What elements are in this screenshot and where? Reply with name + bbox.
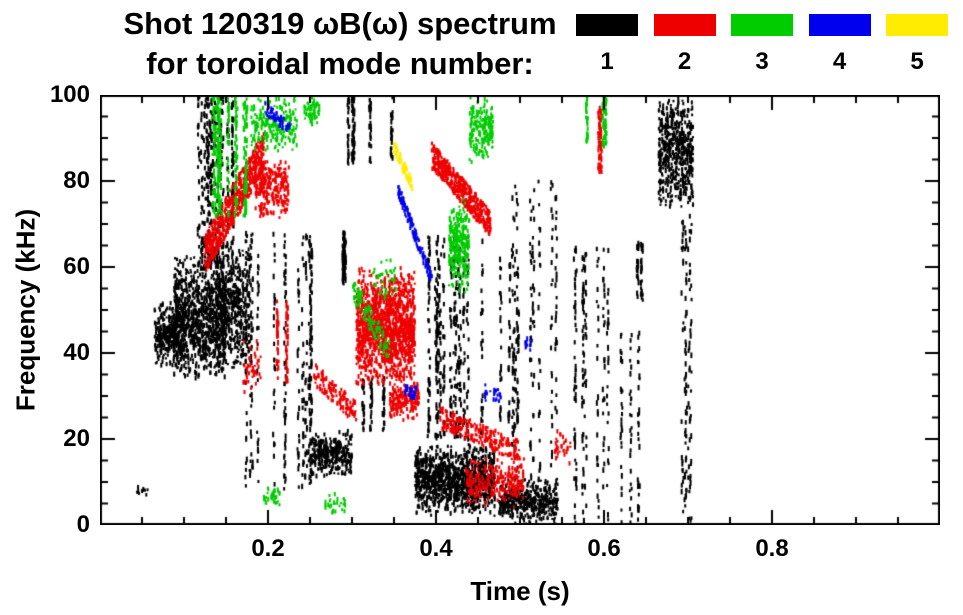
y-tick-label: 20 — [63, 425, 90, 452]
chart-title-block: Shot 120319 ωB(ω) spectrum for toroidal … — [50, 4, 630, 85]
chart-subtitle: for toroidal mode number: — [146, 46, 534, 82]
x-tick-label: 0.6 — [587, 535, 621, 562]
y-tick-label: 60 — [63, 253, 90, 280]
x-tick-label: 0.2 — [251, 535, 285, 562]
legend-swatch-mode-1 — [576, 14, 638, 36]
legend-label-mode-2: 2 — [677, 48, 692, 75]
legend-label-mode-5: 5 — [910, 48, 924, 75]
y-tick-label: 80 — [63, 167, 90, 194]
x-tick-label: 0.4 — [419, 535, 453, 562]
x-axis-label: Time (s) — [470, 576, 570, 606]
legend-swatch-mode-4 — [808, 14, 871, 36]
y-tick-label: 0 — [76, 511, 90, 538]
legend-swatch-mode-3 — [731, 14, 793, 36]
plot-area — [100, 95, 940, 525]
y-tick-label: 100 — [49, 81, 90, 108]
legend-label-mode-4: 4 — [832, 48, 847, 75]
legend-labels: 1 2 3 4 5 — [576, 48, 948, 76]
legend-label-mode-3: 3 — [755, 48, 769, 75]
y-axis-label: Frequency (kHz) — [10, 208, 41, 412]
legend-swatches — [576, 14, 948, 36]
legend-swatch-mode-5 — [886, 14, 948, 36]
x-tick-label: 0.8 — [755, 535, 789, 562]
legend-swatch-mode-2 — [653, 14, 716, 36]
legend: 1 2 3 4 5 — [576, 14, 948, 76]
y-tick-label: 40 — [63, 339, 90, 366]
chart-title: Shot 120319 ωB(ω) spectrum — [123, 6, 557, 41]
legend-label-mode-1: 1 — [600, 48, 614, 75]
